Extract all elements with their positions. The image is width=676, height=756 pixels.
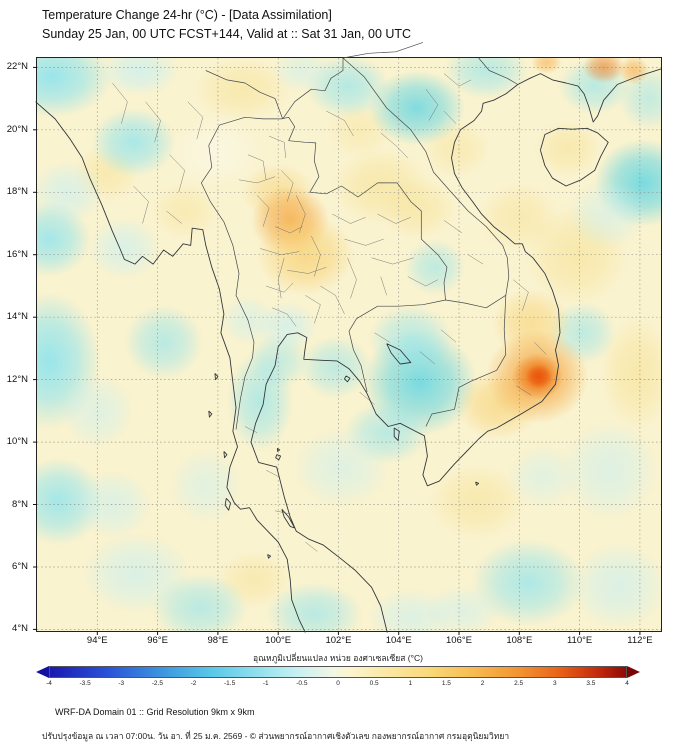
colorbar-right-arrow	[627, 665, 640, 678]
colorbar-tick-label: -1	[262, 680, 269, 687]
colorbar-left-arrow	[36, 665, 49, 678]
colorbar-tick-label: 1.5	[441, 680, 451, 687]
y-tick-label: 18°N	[6, 186, 28, 198]
colorbar-tick-label: 2.5	[514, 680, 524, 687]
footer-update-info: ปรับปรุงข้อมูล ณ เวลา 07:00น. วัน อา. ที…	[42, 731, 510, 741]
y-tick-label: 14°N	[6, 311, 28, 323]
y-tick-label: 6°N	[12, 560, 28, 572]
y-tick-label: 10°N	[6, 436, 28, 448]
header: Temperature Change 24-hr (°C) - [Data As…	[42, 6, 411, 44]
colorbar-tick-label: -2.5	[151, 680, 163, 687]
map-title: Temperature Change 24-hr (°C) - [Data As…	[42, 8, 332, 22]
x-tick-label: 98°E	[207, 635, 229, 646]
y-tick-label: 22°N	[6, 61, 28, 73]
x-axis-tick-labels: 94°E 96°E 98°E 100°E 102°E 104°E 106°E 108°E 110…	[37, 635, 661, 649]
y-tick-label: 4°N	[12, 623, 28, 635]
x-tick-label: 108°E	[506, 635, 533, 646]
colorbar-tick-label: -0.5	[296, 680, 308, 687]
x-tick-label: 106°E	[446, 635, 473, 646]
country-borders-path	[200, 42, 518, 430]
x-tick-label: 94°E	[86, 635, 108, 646]
map-subtitle: Sunday 25 Jan, 00 UTC FCST+144, Valid at…	[42, 27, 412, 41]
x-tick-label: 102°E	[325, 635, 352, 646]
colorbar-tick-label: -2	[190, 680, 197, 687]
map-overlay-svg	[33, 42, 662, 635]
colorbar-tick-label: 3.5	[586, 680, 596, 687]
colorbar-tick-label: 0	[336, 680, 340, 687]
colorbar	[36, 665, 640, 678]
colorbar-tick-label: -1.5	[224, 680, 236, 687]
x-tick-label: 112°E	[627, 635, 653, 646]
footer-domain-info: WRF-DA Domain 01 :: Grid Resolution 9km …	[55, 707, 255, 717]
x-tick-label: 110°E	[566, 635, 593, 646]
colorbar-tick-label: 2	[480, 680, 485, 687]
grid-lines	[33, 58, 661, 635]
colorbar-tick-labels: -4 -3.5 -3 -2.5 -2 -1.5 -1 -0.5 0 0.5 1 1.5 2 2.5 3 3.5…	[36, 680, 640, 690]
colorbar-tick-label: 4	[625, 680, 629, 687]
x-tick-label: 104°E	[385, 635, 412, 646]
colorbar-tick-label: -4	[46, 680, 52, 687]
colorbar-label: อุณหภูมิเปลี่ยนแปลง หน่วย องศาเซลเซียส (…	[253, 653, 423, 663]
map-plot-area	[33, 42, 662, 635]
y-tick-label: 12°N	[6, 373, 28, 385]
colorbar-gradient	[49, 665, 627, 678]
colorbar-tick-label: 3	[552, 680, 557, 687]
y-axis-tick-labels: 4°N 6°N 8°N 10°N 12°N 14°N 16°N 18°N 20°N 22°N	[0, 58, 33, 635]
colorbar-tick-label: -3	[118, 680, 125, 687]
y-tick-label: 16°N	[6, 248, 28, 260]
y-tick-label: 8°N	[12, 498, 28, 510]
province-boundaries-path	[112, 73, 547, 552]
colorbar-tick-label: 0.5	[369, 680, 379, 687]
coastline-path	[35, 68, 662, 633]
x-tick-label: 100°E	[265, 635, 292, 646]
colorbar-tick-label: -3.5	[79, 680, 91, 687]
colorbar-tick-label: 1	[408, 680, 413, 687]
y-tick-label: 20°N	[6, 123, 28, 135]
x-tick-label: 96°E	[147, 635, 168, 646]
